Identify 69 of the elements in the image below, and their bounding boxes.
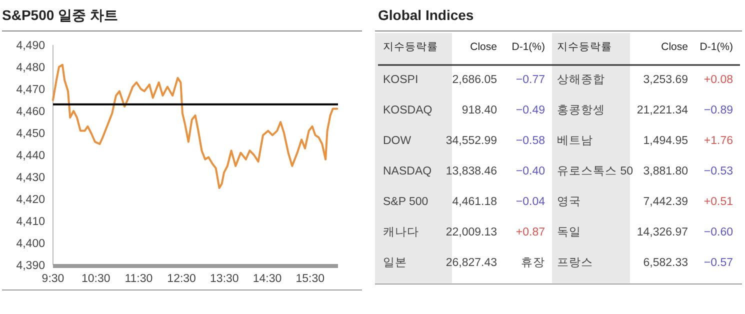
x-tick-label: 12:30 xyxy=(167,273,196,285)
x-tick-label: 11:30 xyxy=(124,273,153,285)
text: S&P 500 xyxy=(383,196,428,208)
x-tick-label: 15:30 xyxy=(296,273,325,285)
x-tick-label: 9:30 xyxy=(42,273,64,285)
text: 13,838.46 xyxy=(446,166,497,178)
text: 1,494.95 xyxy=(643,135,688,147)
text: −0.04 xyxy=(516,196,546,208)
text: 22,009.13 xyxy=(446,226,497,238)
x-tick-label: 14:30 xyxy=(252,273,282,285)
text: 프랑스 xyxy=(557,257,593,269)
text: 상해종합 xyxy=(557,74,605,86)
text: 34,552.99 xyxy=(446,135,497,147)
text: 3,881.80 xyxy=(643,166,688,178)
text: KOSDAQ xyxy=(383,104,432,116)
text: 유로스톡스 50 xyxy=(557,166,633,178)
text: +0.08 xyxy=(704,74,733,86)
text: 918.40 xyxy=(462,104,497,116)
text: +0.87 xyxy=(516,226,545,238)
text: −0.89 xyxy=(704,104,733,116)
text: 베트남 xyxy=(557,135,593,147)
text: 14,326.97 xyxy=(636,226,688,238)
text: −0.40 xyxy=(516,166,545,178)
text: D-1(%) xyxy=(700,41,733,53)
text: 2,686.05 xyxy=(452,74,497,86)
text: 휴장 xyxy=(521,257,545,269)
text: −0.60 xyxy=(704,226,733,238)
text: 지수등락률 xyxy=(383,41,438,53)
text: −0.53 xyxy=(704,166,733,178)
y-tick-label: 4,390 xyxy=(16,260,45,272)
text: 일본 xyxy=(383,257,407,269)
chart-title: S&P500 일중 차트 xyxy=(2,7,118,23)
y-tick-label: 4,420 xyxy=(16,194,45,206)
line-series xyxy=(52,64,338,189)
text: 영국 xyxy=(557,196,581,208)
text: 4,461.18 xyxy=(452,196,497,208)
text: 26,827.43 xyxy=(446,257,497,269)
text: 7,442.39 xyxy=(643,196,688,208)
text: 지수등락률 xyxy=(557,41,612,53)
text: −0.77 xyxy=(516,74,545,86)
y-tick-label: 4,460 xyxy=(16,106,45,118)
text: Close xyxy=(470,41,498,53)
x-tick-label: 10:30 xyxy=(81,273,110,285)
x-tick-label: 13:30 xyxy=(210,273,239,285)
text: 홍콩항셍 xyxy=(557,104,605,116)
text: KOSPI xyxy=(383,74,418,86)
text: 6,582.33 xyxy=(643,257,688,269)
y-tick-label: 4,490 xyxy=(16,40,45,52)
text: +0.51 xyxy=(704,196,733,208)
y-tick-label: 4,400 xyxy=(16,238,45,250)
text: DOW xyxy=(383,135,412,147)
text: NASDAQ xyxy=(383,166,432,178)
text: D-1(%) xyxy=(512,41,545,53)
text: Close xyxy=(661,41,688,53)
y-tick-label: 4,410 xyxy=(16,216,45,228)
text: 캐나다 xyxy=(383,226,419,238)
y-tick-label: 4,440 xyxy=(16,150,45,162)
text: −0.58 xyxy=(516,135,545,147)
text: +1.76 xyxy=(704,135,733,147)
y-tick-label: 4,450 xyxy=(16,128,45,140)
y-tick-label: 4,470 xyxy=(16,84,45,96)
text: Global Indices xyxy=(378,7,474,23)
text: 독일 xyxy=(557,226,581,238)
text: 3,253.69 xyxy=(643,74,688,86)
text: 21,221.34 xyxy=(636,104,689,116)
y-tick-label: 4,480 xyxy=(16,62,45,74)
y-tick-label: 4,430 xyxy=(16,172,45,184)
text: −0.49 xyxy=(516,104,545,116)
text: −0.57 xyxy=(704,257,733,269)
